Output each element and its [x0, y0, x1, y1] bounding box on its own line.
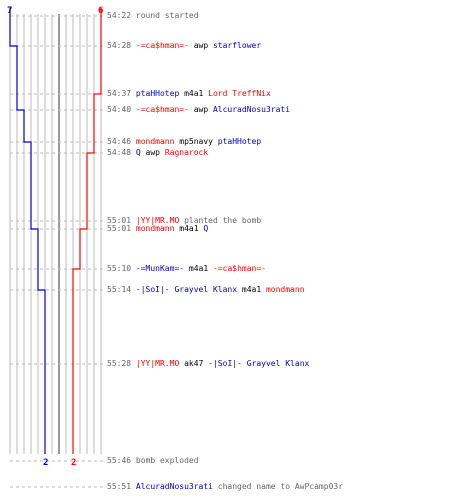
event-player: -|SoI|- Grayvel Klanx — [203, 359, 310, 368]
event-weapon: awp — [140, 148, 160, 157]
event-weapon: awp — [188, 105, 209, 114]
event-time: 55:46 — [107, 456, 136, 465]
event-player: -=ca$hman=- — [135, 105, 189, 114]
event-time: 54:37 — [107, 89, 136, 98]
event-weapon: m4a1 — [174, 224, 199, 233]
event-message: planted the bomb — [179, 216, 262, 225]
event-player: mondmann — [135, 137, 175, 146]
event-player: |YY|MR.MO — [135, 216, 180, 225]
event-player: ptaHHotep — [212, 137, 262, 146]
event-weapon: mp5navy — [174, 137, 213, 146]
event-player: -=ca$hman=- — [208, 264, 266, 273]
event-row: 55:10 -=MunKam=- m4a1 -=ca$hman=- — [107, 264, 266, 273]
event-row: 55:01 mondmann m4a1 Q — [107, 224, 208, 233]
event-row: 54:40 -=ca$hman=- awp AlcuradNosu3rati — [107, 105, 290, 114]
event-row: 55:46 bomb exploded — [107, 456, 199, 465]
event-time: 54:28 — [107, 41, 136, 50]
event-player: AlcuradNosu3rati — [135, 482, 213, 491]
event-player: Ragnarock — [160, 148, 209, 157]
event-row: 54:48 Q awp Ragnarock — [107, 148, 208, 157]
event-time: 55:51 — [107, 482, 136, 491]
event-time: 55:28 — [107, 359, 136, 368]
event-player: mondmann — [261, 285, 305, 294]
event-player: -=ca$hman=- — [135, 41, 189, 50]
event-player: Q — [198, 224, 209, 233]
event-time: 55:01 — [107, 216, 136, 225]
event-weapon: m4a1 — [184, 264, 209, 273]
event-row: 55:01 |YY|MR.MO planted the bomb — [107, 216, 261, 225]
event-weapon: ak47 — [179, 359, 204, 368]
event-player: ptaHHotep — [135, 89, 180, 98]
event-row: 54:22 round started — [107, 11, 199, 20]
event-weapon: awp — [188, 41, 209, 50]
event-weapon: m4a1 — [179, 89, 204, 98]
event-player: starflower — [208, 41, 262, 50]
event-row: 54:37 ptaHHotep m4a1 Lord TreffNix — [107, 89, 271, 98]
event-time: 54:40 — [107, 105, 136, 114]
event-row: 54:28 -=ca$hman=- awp starflower — [107, 41, 261, 50]
event-row: 55:51 AlcuradNosu3rati changed name to A… — [107, 482, 343, 491]
t-alive-line — [72, 8, 102, 454]
event-weapon: m4a1 — [237, 285, 262, 294]
event-message: changed name to AwPcamp03r — [212, 482, 344, 491]
event-row: 55:14 -|SoI|- Grayvel Klanx m4a1 mondman… — [107, 285, 305, 294]
event-time: 54:22 — [107, 11, 136, 20]
event-row: 54:46 mondmann mp5navy ptaHHotep — [107, 137, 261, 146]
event-player: -|SoI|- Grayvel Klanx — [135, 285, 238, 294]
event-player: Q — [135, 148, 141, 157]
event-row: 55:28 |YY|MR.MO ak47 -|SoI|- Grayvel Kla… — [107, 359, 309, 368]
ct-start-count: 7 — [7, 6, 13, 16]
event-player: AlcuradNosu3rati — [208, 105, 291, 114]
t-start-count: 6 — [98, 6, 104, 16]
event-message: bomb exploded — [135, 456, 199, 465]
event-time: 55:01 — [107, 224, 136, 233]
event-time: 55:14 — [107, 285, 136, 294]
event-player: -=MunKam=- — [135, 264, 185, 273]
event-player: mondmann — [135, 224, 175, 233]
event-time: 54:48 — [107, 148, 136, 157]
event-time: 55:10 — [107, 264, 136, 273]
event-player: Lord TreffNix — [203, 89, 271, 98]
ct-end-count: 2 — [43, 458, 49, 468]
event-message: round started — [135, 11, 199, 20]
event-player: |YY|MR.MO — [135, 359, 180, 368]
event-time: 54:46 — [107, 137, 136, 146]
t-end-count: 2 — [71, 458, 77, 468]
ct-alive-line — [9, 8, 46, 454]
